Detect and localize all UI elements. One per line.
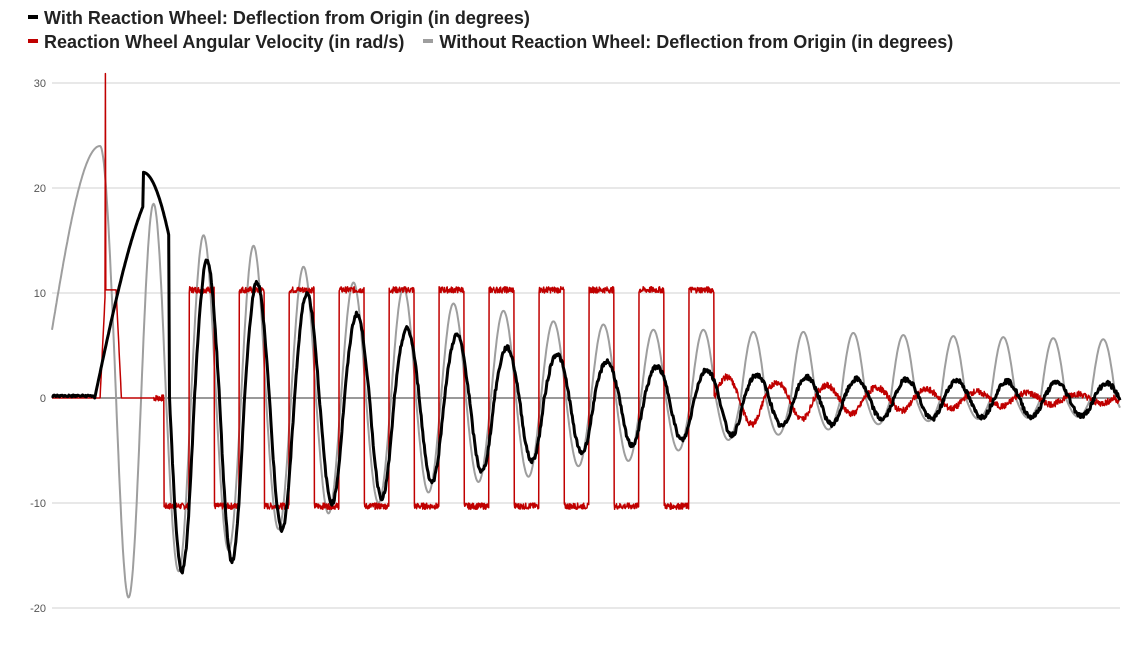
y-tick-label: 30 (34, 78, 46, 90)
series-without-wheel-line (51, 145, 1121, 599)
legend-row-1: With Reaction Wheel: Deflection from Ori… (28, 6, 967, 30)
legend-label-with-wheel: With Reaction Wheel: Deflection from Ori… (44, 8, 530, 28)
legend-swatch-black (28, 15, 38, 20)
chart-legend: With Reaction Wheel: Deflection from Ori… (28, 6, 967, 54)
legend-label-without-wheel: Without Reaction Wheel: Deflection from … (439, 32, 954, 52)
legend-item-with-wheel: With Reaction Wheel: Deflection from Ori… (28, 6, 530, 30)
series-with-wheel-line (51, 170, 1122, 575)
legend-swatch-gray (423, 39, 434, 44)
y-tick-label: 10 (34, 288, 46, 300)
y-tick-label: 20 (34, 183, 46, 195)
legend-row-2: Reaction Wheel Angular Velocity (in rad/… (28, 30, 967, 54)
legend-item-without-wheel: Without Reaction Wheel: Deflection from … (423, 30, 953, 54)
legend-item-wheel-velocity: Reaction Wheel Angular Velocity (in rad/… (28, 30, 404, 54)
legend-label-wheel-velocity: Reaction Wheel Angular Velocity (in rad/… (44, 32, 405, 52)
y-tick-label: -10 (30, 498, 46, 510)
y-tick-label: 0 (40, 393, 46, 405)
y-tick-label: -20 (30, 603, 46, 615)
legend-swatch-red (28, 39, 38, 44)
